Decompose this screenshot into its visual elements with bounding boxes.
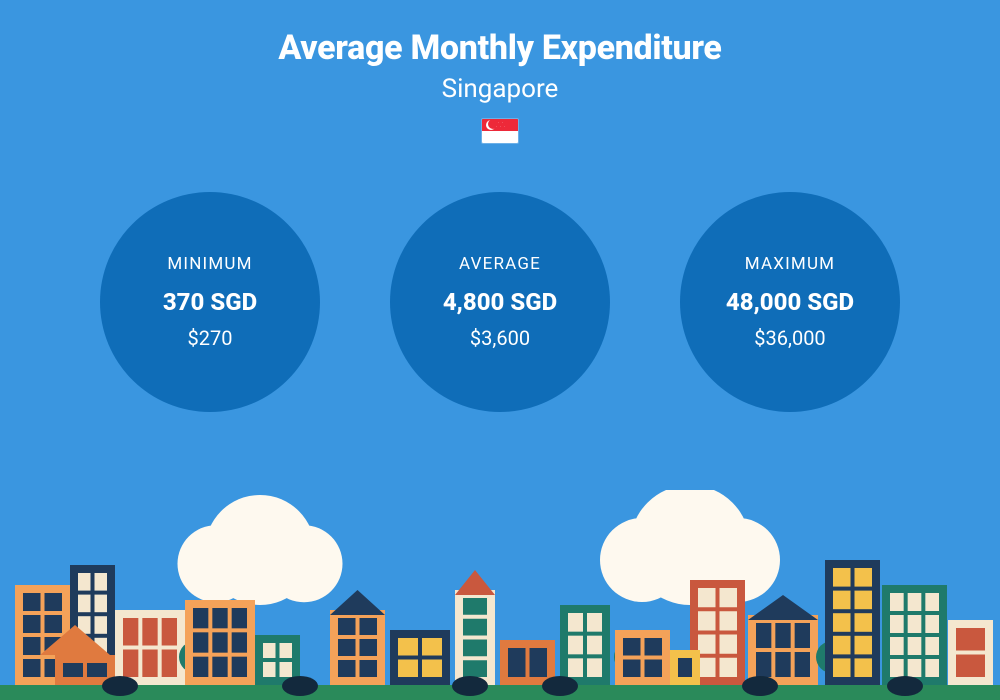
header: Average Monthly Expenditure Singapore · … — [0, 0, 1000, 144]
flag-crescent-icon — [486, 120, 496, 130]
flag-bottom — [482, 131, 518, 143]
stat-circle-average: AVERAGE 4,800 SGD $3,600 — [390, 192, 610, 412]
page-subtitle: Singapore — [0, 74, 1000, 104]
page-title: Average Monthly Expenditure — [0, 28, 1000, 68]
stat-value-sgd: 370 SGD — [163, 288, 257, 316]
stat-value-usd: $3,600 — [470, 326, 530, 350]
singapore-flag-icon: · ·· · · — [481, 118, 519, 144]
stat-value-sgd: 4,800 SGD — [443, 288, 557, 316]
stat-label: MINIMUM — [167, 254, 252, 274]
infographic-root: Average Monthly Expenditure Singapore · … — [0, 0, 1000, 700]
stat-circles-row: MINIMUM 370 SGD $270 AVERAGE 4,800 SGD $… — [0, 192, 1000, 412]
stat-value-usd: $36,000 — [754, 326, 825, 350]
cityscape-illustration — [0, 490, 1000, 700]
flag-top: · ·· · · — [482, 119, 518, 131]
flag-stars-icon: · ·· · · — [496, 121, 506, 129]
stat-circle-maximum: MAXIMUM 48,000 SGD $36,000 — [680, 192, 900, 412]
stat-value-usd: $270 — [188, 326, 233, 350]
stat-label: MAXIMUM — [745, 254, 835, 274]
stat-circle-minimum: MINIMUM 370 SGD $270 — [100, 192, 320, 412]
stat-value-sgd: 48,000 SGD — [726, 288, 854, 316]
stat-label: AVERAGE — [459, 254, 541, 274]
